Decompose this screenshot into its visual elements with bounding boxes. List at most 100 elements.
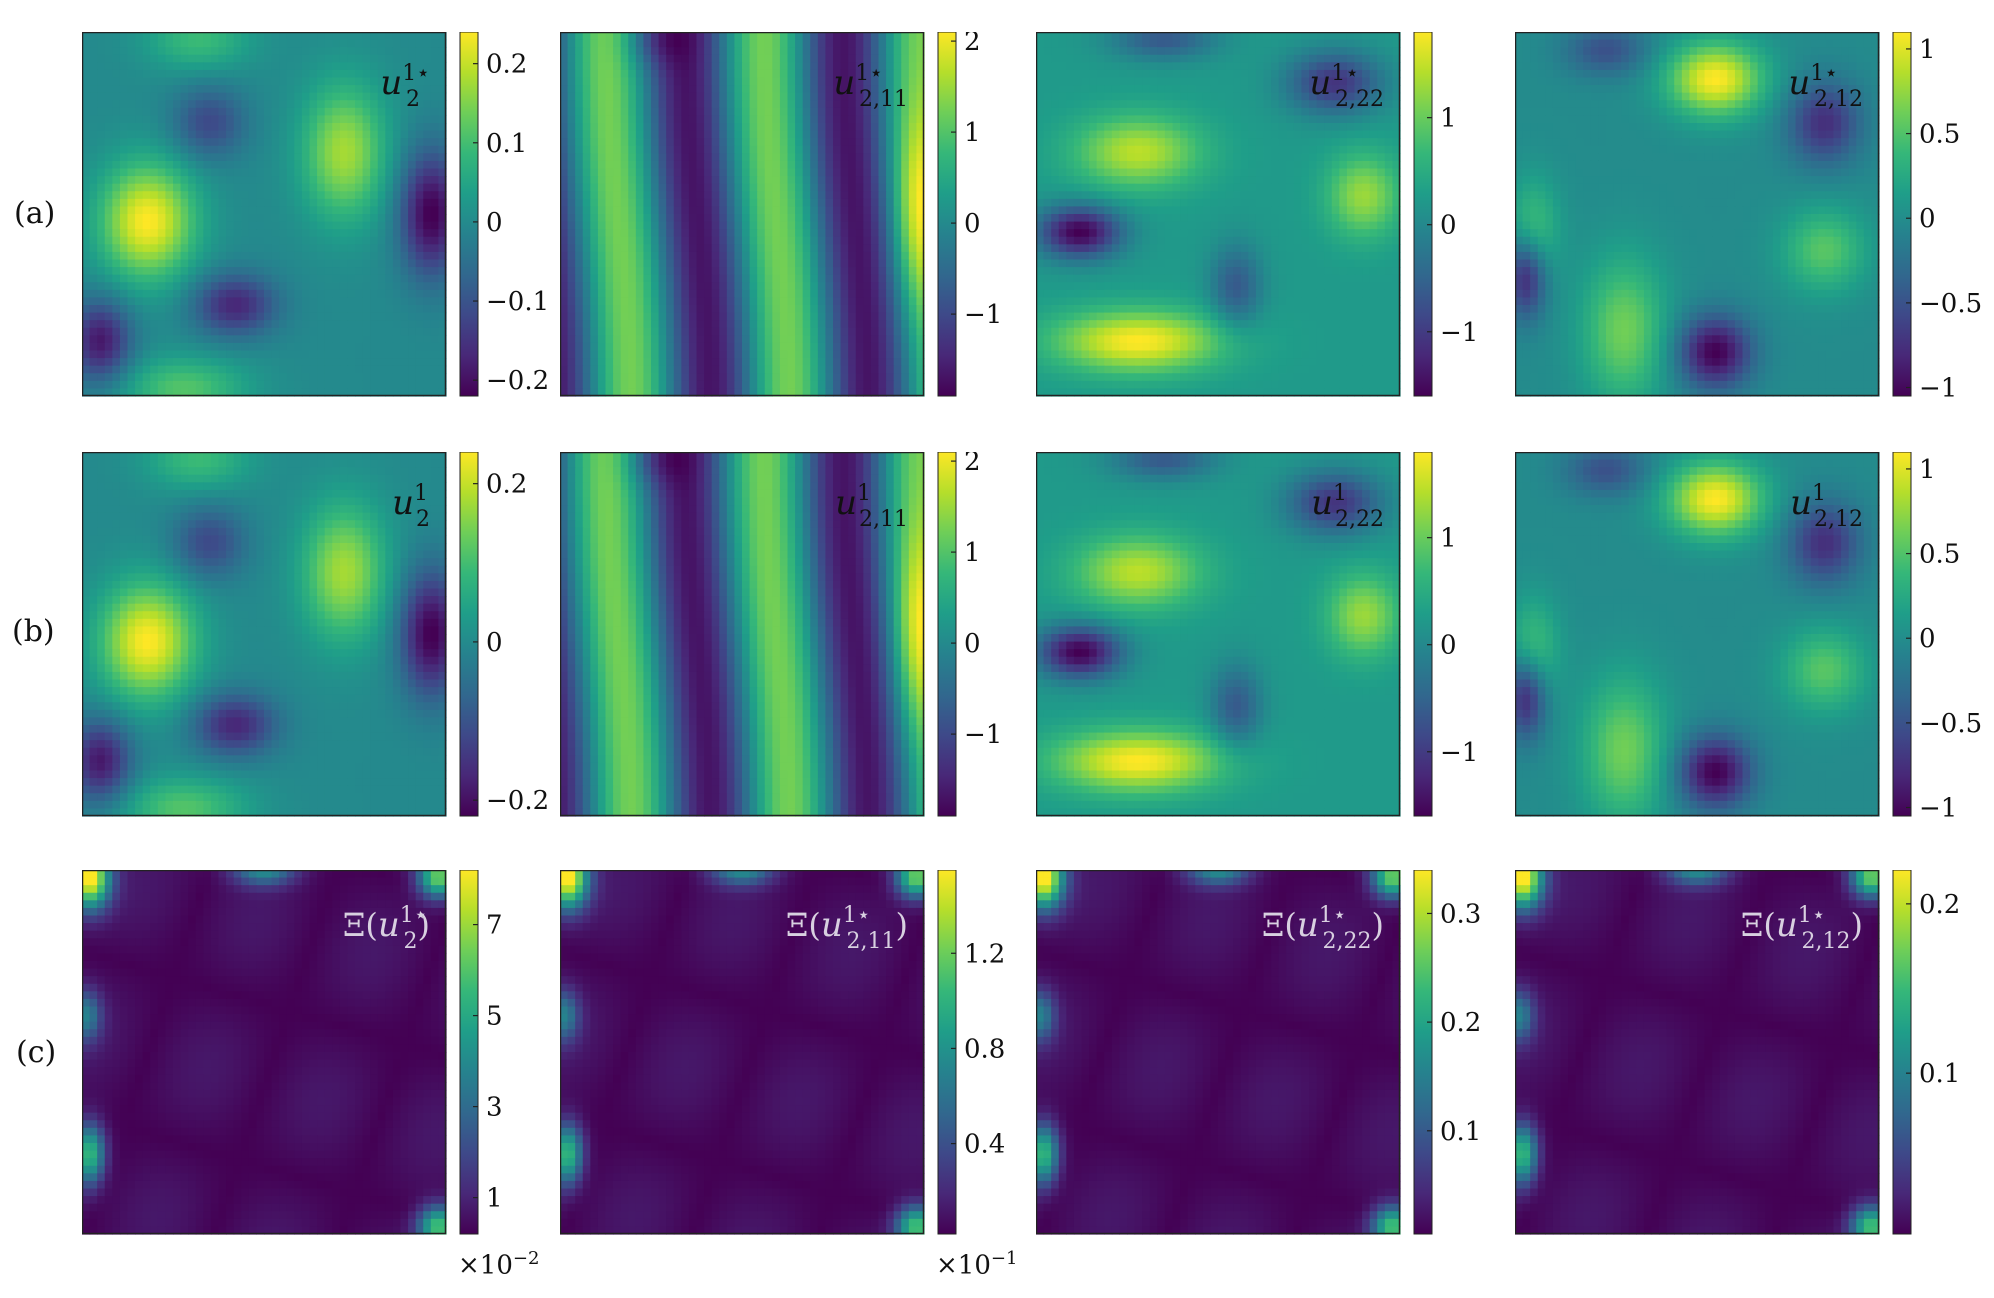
heatmap-cell [855,282,864,291]
heatmap-cell [772,380,781,390]
heatmap-cell [787,297,796,306]
heatmap-cell [226,107,235,117]
heatmap-cell [833,380,842,390]
heatmap-cell [704,138,713,147]
heatmap-cell [916,320,925,329]
heatmap-cell [264,115,273,124]
heatmap-cell [749,289,758,299]
heatmap-cell [620,160,629,170]
heatmap-cell [658,350,667,359]
heatmap-cell [590,312,599,321]
heatmap-cell [195,62,204,71]
heatmap-cell [301,47,311,56]
heatmap-cell [82,92,91,101]
heatmap-cell [590,77,599,86]
heatmap-cell [613,130,622,139]
heatmap-cell [1195,62,1204,71]
heatmap-cell [833,236,842,245]
heatmap-cell [173,77,182,86]
heatmap-cell [613,92,622,101]
heatmap-cell [711,115,720,124]
heatmap-cell [719,289,728,299]
heatmap-cell [324,335,333,344]
heatmap-cell [779,358,789,367]
heatmap-cell [438,289,447,299]
heatmap-cell [173,297,182,306]
heatmap-cell [734,160,743,170]
heatmap-cell [779,107,789,117]
heatmap-cell [719,267,728,276]
heatmap-cell [226,380,235,390]
heatmap-cell [613,380,622,390]
heatmap-cell [370,198,379,208]
heatmap-cell [916,244,925,253]
heatmap-cell [241,32,250,41]
heatmap-cell [256,145,265,154]
heatmap-cell [651,107,660,117]
heatmap-cell [605,251,614,261]
heatmap-cell [719,145,728,154]
heatmap-cell [688,259,698,268]
heatmap-cell [613,350,622,359]
heatmap-cell [142,183,151,192]
heatmap-cell [651,373,660,382]
heatmap-cell [863,176,872,185]
heatmap-cell [688,160,698,170]
heatmap-cell [605,244,614,253]
heatmap-cell [749,312,758,321]
heatmap-cell [1081,85,1090,94]
heatmap-cell [423,47,432,56]
heatmap-cell [294,342,303,352]
heatmap-cell [870,350,880,359]
heatmap-cell [1142,77,1151,86]
heatmap-cell [673,92,682,101]
heatmap-cell [605,130,614,139]
heatmap-cell [82,305,91,314]
heatmap-cell [241,191,250,200]
heatmap-cell [681,168,690,177]
heatmap-cell [279,236,288,245]
heatmap-cell [817,244,827,253]
heatmap-cell [840,62,849,71]
heatmap-cell [840,373,849,382]
heatmap-cell [97,160,106,170]
heatmap-cell [696,92,705,101]
heatmap-cell [264,176,273,185]
heatmap-cell [916,236,925,245]
heatmap-cell [749,130,758,139]
heatmap-cell [210,267,220,276]
heatmap-cell [104,259,113,268]
heatmap-cell [802,350,811,359]
heatmap-cell [560,153,569,162]
heatmap-cell [377,214,386,223]
heatmap-cell [203,183,212,192]
heatmap-cell [605,327,614,336]
heatmap-cell [597,267,607,276]
heatmap-cell [870,160,880,170]
heatmap-cell [810,123,819,132]
heatmap-cell [157,107,167,117]
heatmap-cell [226,236,235,245]
heatmap-cell [597,229,607,238]
heatmap-cell [719,115,728,124]
heatmap-cell [681,176,690,185]
heatmap-cell [795,388,804,397]
heatmap-cell [438,62,447,71]
heatmap-cell [643,153,652,162]
heatmap-cell [233,229,242,238]
heatmap-cell [173,282,182,291]
heatmap-cell [157,244,167,253]
heatmap-cell [855,358,864,367]
heatmap-cell [560,69,569,79]
heatmap-cell [157,267,167,276]
heatmap-cell [1255,77,1265,86]
heatmap-cell [165,327,174,336]
heatmap-cell [157,327,167,336]
heatmap-cell [597,358,607,367]
heatmap-cell [301,327,311,336]
heatmap-cell [347,123,356,132]
heatmap-cell [833,312,842,321]
heatmap-cell [188,32,197,41]
heatmap-cell [734,107,743,117]
heatmap-cell [279,85,288,94]
